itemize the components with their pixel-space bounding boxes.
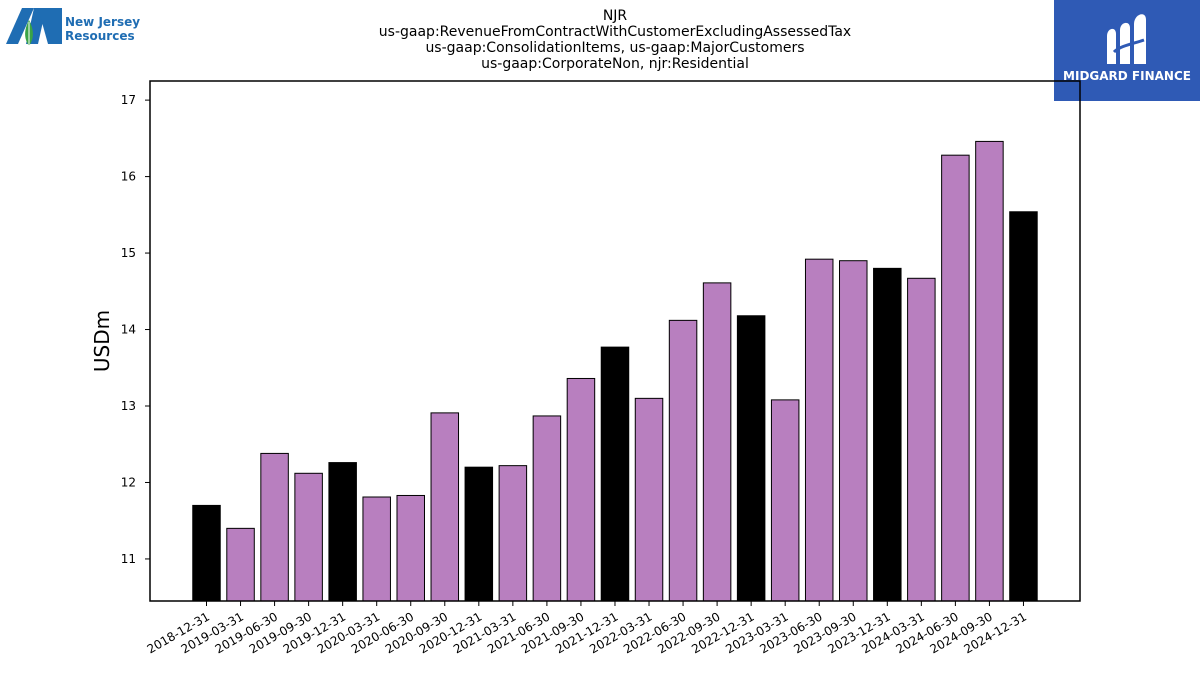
bar-2021-12-31 (600, 346, 630, 602)
chart-title-line: us-gaap:ConsolidationItems, us-gaap:Majo… (425, 40, 804, 56)
bar-2021-03-31 (498, 465, 528, 602)
bars (192, 140, 1038, 602)
bar-2020-06-30 (396, 494, 425, 602)
y-tick-label: 12 (121, 475, 136, 489)
bar-2019-09-30 (294, 472, 323, 602)
bar-2022-09-30 (702, 282, 732, 602)
bar-2022-03-31 (634, 397, 664, 602)
midgard-finance-logo: MIDGARD FINANCE (1054, 0, 1200, 101)
midgard-logo-text: MIDGARD FINANCE (1063, 69, 1191, 83)
x-axis: 2018-12-312019-03-312019-06-302019-09-30… (145, 601, 1029, 656)
njr-logo-text: New Jersey Resources (65, 15, 141, 43)
bar-2024-03-31 (907, 277, 936, 602)
y-tick-label: 13 (121, 399, 136, 413)
y-axis: 11 12 13 14 15 16 17 (121, 93, 150, 566)
chart-title-line: NJR (603, 8, 628, 24)
y-axis-label: USDm (90, 310, 114, 372)
njr-logo-icon (6, 8, 62, 48)
bar-2024-12-31 (1009, 211, 1038, 602)
y-tick-label: 16 (121, 170, 136, 184)
bar-2018-12-31 (192, 504, 221, 602)
chart-title-line: us-gaap:CorporateNon, njr:Residential (481, 56, 749, 72)
bar-2024-06-30 (941, 154, 970, 602)
bar-2020-09-30 (430, 412, 460, 602)
y-tick-label: 15 (121, 246, 136, 260)
y-tick-label: 11 (121, 552, 136, 566)
njr-logo: New Jersey Resources (4, 4, 144, 50)
bar-2019-03-31 (226, 527, 255, 602)
midgard-logo-icon (1107, 14, 1146, 65)
bar-2019-12-31 (328, 462, 357, 602)
y-tick-label: 14 (121, 323, 136, 337)
plot-frame (149, 80, 1081, 602)
bar-2022-06-30 (668, 319, 698, 602)
chart-title: NJRus-gaap:RevenueFromContractWithCustom… (379, 8, 851, 72)
bar-2020-03-31 (362, 496, 391, 602)
bar-2023-06-30 (804, 258, 834, 602)
bar-2023-09-30 (839, 260, 868, 602)
bar-2021-06-30 (532, 415, 562, 602)
chart-title-line: us-gaap:RevenueFromContractWithCustomerE… (379, 24, 851, 40)
bar-2020-12-31 (464, 466, 494, 602)
bar-2024-09-30 (975, 140, 1004, 602)
y-tick-label: 17 (121, 93, 136, 107)
bar-2023-03-31 (770, 399, 800, 602)
bar-2019-06-30 (260, 452, 289, 602)
bar-2022-12-31 (736, 315, 766, 602)
bar-2023-12-31 (873, 267, 902, 602)
bar-2021-09-30 (566, 377, 596, 602)
